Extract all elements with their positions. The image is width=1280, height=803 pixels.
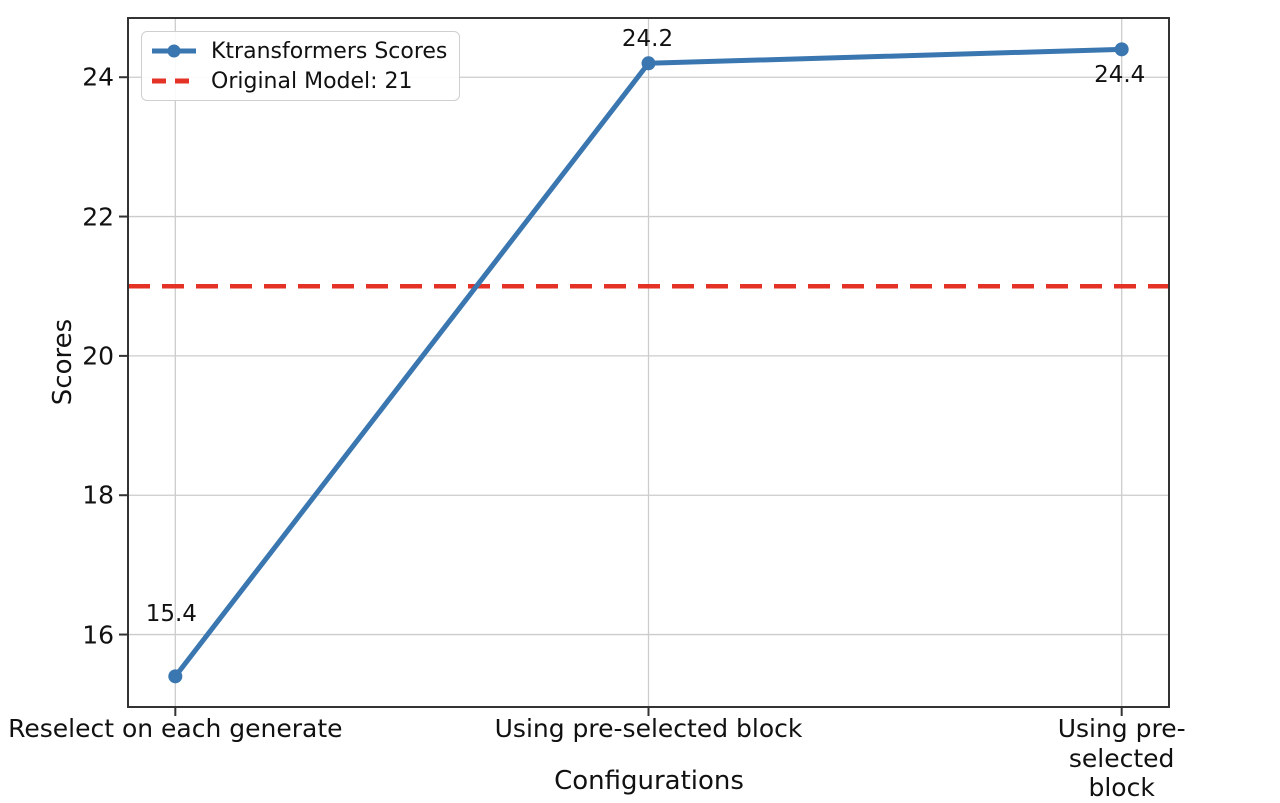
- point-value-label: 24.2: [621, 26, 674, 53]
- y-tick-label: 20: [82, 341, 114, 371]
- legend-item-reference: Original Model: 21: [150, 66, 447, 96]
- y-tick-label: 22: [82, 202, 114, 232]
- legend-item-series: Ktransformers Scores: [150, 36, 447, 66]
- point-value-label: 15.4: [145, 601, 197, 628]
- y-tick-label: 16: [82, 620, 114, 650]
- y-tick-label: 24: [82, 62, 114, 92]
- data-point-marker: [641, 56, 656, 71]
- data-point-marker: [1114, 42, 1129, 57]
- data-point-marker: [168, 669, 183, 684]
- x-tick-label: Reselect on each generate: [8, 714, 343, 743]
- point-value-label: 24.4: [1094, 62, 1146, 89]
- y-tick-label: 18: [82, 480, 114, 510]
- y-axis-title: Scores: [48, 318, 78, 406]
- legend-label-reference: Original Model: 21: [211, 68, 413, 94]
- x-axis-title: Configurations: [554, 766, 744, 796]
- x-tick-label: Using pre-selected block: [494, 714, 803, 743]
- legend: Ktransformers Scores Original Model: 21: [141, 31, 461, 101]
- x-tick-label: Using pre-selected block First two layer…: [1057, 714, 1186, 803]
- legend-label-series: Ktransformers Scores: [211, 38, 448, 64]
- legend-dashed-line-icon: [152, 78, 196, 84]
- legend-line-marker-icon: [152, 44, 196, 58]
